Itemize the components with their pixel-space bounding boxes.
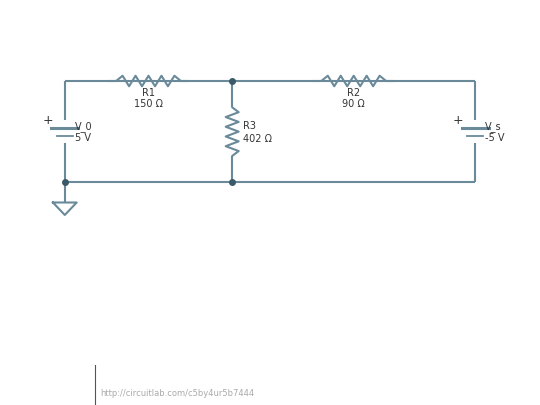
Text: V_s: V_s [485, 122, 502, 132]
Text: R2: R2 [347, 88, 360, 98]
Text: V_0: V_0 [75, 122, 92, 132]
Text: http://circuitlab.com/c5by4ur5b7444: http://circuitlab.com/c5by4ur5b7444 [100, 388, 254, 398]
Text: 402 Ω: 402 Ω [243, 134, 272, 144]
Text: R3: R3 [243, 121, 256, 130]
Text: 150 Ω: 150 Ω [134, 99, 163, 109]
Text: CIRCUIT: CIRCUIT [11, 371, 58, 382]
Text: +: + [42, 114, 53, 127]
Text: Chrisrw / ECE Lab 4 Figure 2: Chrisrw / ECE Lab 4 Figure 2 [100, 373, 238, 383]
Text: +: + [453, 114, 463, 127]
Text: 90 Ω: 90 Ω [342, 99, 365, 109]
Text: —⧐—▶ LAB: —⧐—▶ LAB [11, 389, 65, 399]
Text: 5 V: 5 V [75, 133, 91, 143]
Text: R1: R1 [142, 88, 155, 98]
Text: -5 V: -5 V [485, 133, 504, 143]
